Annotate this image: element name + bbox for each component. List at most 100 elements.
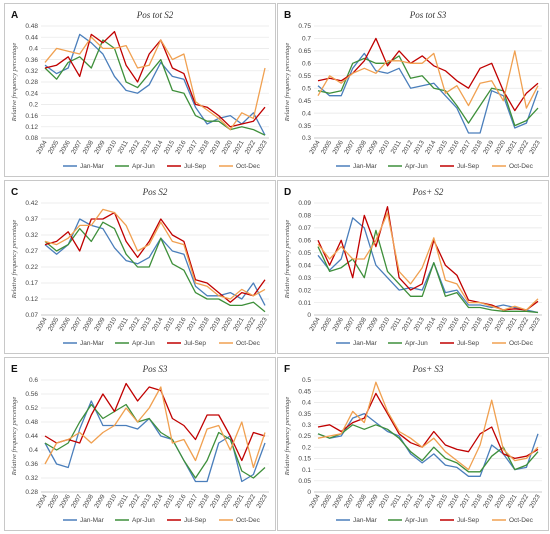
series-line-jul-sep — [44, 30, 266, 128]
y-tick-label: 0.4 — [29, 46, 38, 53]
y-tick-label: 0.25 — [298, 433, 311, 440]
series-line-apr-jun — [317, 424, 539, 473]
y-tick-label: 0.45 — [298, 98, 311, 105]
legend-label: Jul-Sep — [184, 517, 206, 524]
series-line-oct-dec — [44, 208, 266, 300]
y-axis-title: Relative frequency percentage — [11, 220, 18, 300]
x-tick-label: 2010 — [378, 493, 391, 509]
y-tick-label: 0.32 — [25, 475, 38, 482]
y-tick-label: 0.48 — [25, 23, 38, 30]
y-tick-label: 0.2 — [29, 102, 38, 109]
y-tick-label: 0.2 — [302, 444, 311, 451]
y-tick-label: 0.65 — [298, 48, 311, 55]
y-tick-label: 0.22 — [25, 264, 38, 271]
y-tick-label: 0.5 — [302, 85, 311, 92]
legend-label: Apr-Jun — [132, 517, 155, 524]
series-line-apr-jun — [44, 221, 266, 313]
panel-e: E Pos S3 Relative frequency percentage 0.28… — [4, 357, 276, 531]
legend-label: Apr-Jun — [405, 340, 428, 347]
panel-letter: D — [284, 187, 291, 198]
y-tick-label: 0.04 — [298, 262, 311, 269]
panel-letter: E — [11, 364, 18, 375]
legend-label: Jul-Sep — [457, 340, 479, 347]
legend-label: Jan-Mar — [80, 163, 105, 170]
y-tick-label: 0.06 — [298, 238, 311, 245]
x-tick-label: 2010 — [378, 316, 391, 332]
y-tick-label: 0.3 — [302, 422, 311, 429]
panel-a: A Pos tot S2 Relative frequency percentage… — [4, 3, 276, 177]
x-tick-label: 2023 — [255, 316, 268, 332]
y-tick-label: 0.42 — [25, 200, 38, 207]
series-line-jan-mar — [317, 217, 539, 314]
series-line-jan-mar — [44, 218, 266, 306]
y-tick-label: 0.35 — [298, 123, 311, 130]
y-tick-label: 0.27 — [25, 248, 38, 255]
series-line-oct-dec — [317, 381, 539, 471]
legend-label: Jan-Mar — [80, 517, 105, 524]
y-tick-label: 0.17 — [25, 280, 38, 287]
legend-label: Oct-Dec — [236, 340, 261, 347]
x-tick-label: 2023 — [255, 139, 268, 155]
series-line-apr-jun — [44, 39, 266, 136]
y-tick-label: 0.55 — [298, 73, 311, 80]
legend-label: Oct-Dec — [509, 517, 534, 524]
series-line-jul-sep — [317, 392, 539, 460]
y-axis-title: Relative frequency percentage — [284, 220, 291, 300]
series-line-apr-jun — [317, 229, 539, 314]
chart-f: F Pos+ S3 Relative frequency percentage 0 0.… — [284, 364, 542, 524]
legend-label: Apr-Jun — [405, 163, 428, 170]
panel-b: B Pos tot S3 Relative frequency percentage… — [277, 3, 549, 177]
series-line-jul-sep — [317, 37, 539, 112]
series-line-oct-dec — [317, 50, 539, 109]
x-tick-label: 2023 — [255, 493, 268, 509]
legend-label: Jul-Sep — [184, 340, 206, 347]
y-tick-label: 0.36 — [25, 57, 38, 64]
x-tick-label: 2010 — [105, 493, 118, 509]
series-line-oct-dec — [317, 212, 539, 311]
x-tick-label: 2023 — [528, 493, 541, 509]
y-axis-title: Relative frequency percentage — [284, 43, 291, 123]
y-tick-label: 0.12 — [25, 296, 38, 303]
legend-label: Jan-Mar — [80, 340, 105, 347]
y-tick-label: 0.1 — [302, 467, 311, 474]
y-tick-label: 0 — [307, 312, 311, 319]
series-line-jan-mar — [317, 52, 539, 134]
legend-label: Oct-Dec — [509, 340, 534, 347]
y-tick-label: 0.05 — [298, 250, 311, 257]
chart-c: C Pos S2 Relative frequency percentage 0.07… — [11, 187, 269, 347]
x-tick-label: 2023 — [528, 316, 541, 332]
panel-f: F Pos+ S3 Relative frequency percentage 0 0.… — [277, 357, 549, 531]
chart-title: Pos tot S2 — [136, 10, 174, 20]
chart-title: Pos S3 — [142, 364, 168, 374]
y-tick-label: 0 — [307, 489, 311, 496]
series-line-jan-mar — [317, 412, 539, 477]
y-tick-label: 0.36 — [25, 461, 38, 468]
y-tick-label: 0.32 — [25, 68, 38, 75]
y-tick-label: 0.56 — [25, 391, 38, 398]
y-tick-label: 0.02 — [298, 287, 311, 294]
legend-label: Jul-Sep — [457, 517, 479, 524]
panel-letter: F — [284, 364, 290, 375]
series-line-oct-dec — [44, 36, 266, 131]
chart-d: D Pos+ S2 Relative frequency percentage 0 0.… — [284, 187, 542, 347]
series-line-jul-sep — [44, 382, 266, 462]
series-line-jul-sep — [44, 211, 266, 303]
series-line-jan-mar — [44, 33, 266, 136]
chart-title: Pos S2 — [142, 187, 168, 197]
legend-label: Apr-Jun — [132, 340, 155, 347]
chart-title: Pos+ S3 — [412, 364, 444, 374]
y-tick-label: 0.15 — [298, 456, 311, 463]
legend-label: Apr-Jun — [132, 163, 155, 170]
panel-letter: B — [284, 10, 291, 21]
y-tick-label: 0.28 — [25, 79, 38, 86]
y-tick-label: 0.05 — [298, 478, 311, 485]
y-tick-label: 0.32 — [25, 232, 38, 239]
panel-c: C Pos S2 Relative frequency percentage 0.07… — [4, 180, 276, 354]
panel-letter: A — [11, 10, 18, 21]
y-tick-label: 0.5 — [302, 377, 311, 384]
y-tick-label: 0.16 — [25, 113, 38, 120]
y-tick-label: 0.75 — [298, 23, 311, 30]
series-line-apr-jun — [44, 403, 266, 479]
legend-label: Oct-Dec — [236, 163, 261, 170]
